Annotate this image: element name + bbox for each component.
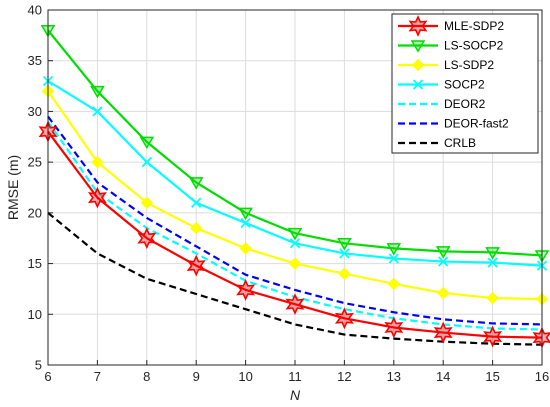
- legend-label: LS-SOCP2: [444, 39, 504, 53]
- x-tick-label: 14: [436, 369, 450, 384]
- x-tick-label: 13: [387, 369, 401, 384]
- legend-item: MLE-SDP2: [398, 15, 504, 37]
- x-tick-label: 7: [94, 369, 101, 384]
- legend-item: DEOR-fast2: [398, 117, 509, 131]
- data-point: [188, 177, 204, 190]
- legend-item: CRLB: [398, 136, 476, 150]
- y-tick-label: 10: [28, 307, 42, 322]
- series-line: [47, 212, 543, 346]
- series-socp2: [42, 75, 548, 271]
- data-point: [384, 316, 404, 339]
- y-tick-label: 5: [35, 358, 42, 373]
- series-layer: [38, 25, 550, 349]
- data-point: [285, 293, 305, 316]
- series-crlb: [47, 212, 543, 346]
- legend: MLE-SDP2 LS-SOCP2 LS-SDP2 SOCP2 DEOR2 DEOR-fa…: [391, 13, 539, 154]
- legend-label: LS-SDP2: [444, 58, 494, 72]
- data-point: [92, 106, 103, 117]
- x-tick-label: 10: [238, 369, 252, 384]
- series-line: [47, 29, 543, 257]
- y-tick-label: 20: [28, 205, 42, 220]
- x-tick-label: 16: [535, 369, 549, 384]
- data-point: [483, 325, 503, 348]
- data-point: [387, 277, 401, 291]
- data-point: [87, 186, 107, 209]
- data-point: [436, 286, 450, 300]
- data-point: [139, 136, 155, 150]
- data-point: [334, 307, 354, 330]
- y-tick-label: 35: [28, 53, 42, 68]
- y-tick-label: 15: [28, 256, 42, 271]
- data-point: [91, 155, 104, 169]
- x-axis-label: N: [290, 387, 301, 403]
- series-ls-sdp2: [41, 84, 549, 306]
- data-point: [487, 257, 498, 268]
- data-point: [238, 207, 253, 221]
- plot-frame: [47, 9, 543, 366]
- y-tick-label: 40: [28, 3, 42, 18]
- legend-label: CRLB: [444, 136, 476, 150]
- x-tick-label: 12: [337, 369, 351, 384]
- x-tick-label: 9: [193, 369, 200, 384]
- data-point: [485, 247, 500, 260]
- legend-item: LS-SOCP2: [398, 39, 504, 53]
- legend-marker: [411, 58, 425, 72]
- x-tick-label: 11: [288, 369, 302, 384]
- data-point: [236, 279, 256, 301]
- legend-item: SOCP2: [398, 78, 485, 92]
- legend-items: MLE-SDP2 LS-SOCP2 LS-SDP2 SOCP2 DEOR2 DEOR-fa…: [398, 15, 509, 150]
- legend-marker: [410, 40, 426, 53]
- legend-label: MLE-SDP2: [444, 19, 504, 33]
- x-tick-label: 15: [485, 369, 499, 384]
- data-point: [438, 256, 449, 267]
- series-ls-socp2: [40, 25, 550, 263]
- legend-label: SOCP2: [444, 78, 485, 92]
- data-point: [288, 257, 302, 270]
- legend-label: DEOR-fast2: [444, 117, 509, 131]
- data-point: [337, 238, 352, 251]
- legend-item: DEOR2: [398, 97, 486, 111]
- data-point: [338, 267, 351, 280]
- data-point: [339, 248, 350, 259]
- data-point: [137, 227, 157, 250]
- y-tick-label: 25: [28, 155, 42, 170]
- series-deor-fast2: [47, 115, 543, 326]
- data-point: [240, 217, 251, 229]
- data-point: [435, 246, 451, 259]
- data-point: [287, 227, 303, 241]
- series-line: [47, 131, 543, 339]
- data-point: [388, 253, 399, 264]
- data-point: [433, 321, 453, 344]
- data-point: [90, 85, 105, 99]
- data-point: [140, 196, 154, 209]
- data-point: [486, 291, 499, 305]
- data-point: [191, 197, 202, 208]
- legend-label: DEOR2: [444, 97, 486, 111]
- data-point: [189, 221, 203, 235]
- data-point: [239, 242, 252, 255]
- y-tick-label: 30: [28, 104, 42, 119]
- legend-item: LS-SDP2: [398, 58, 494, 72]
- data-point: [386, 243, 402, 256]
- y-axis-label: RMSE (m): [5, 155, 21, 220]
- x-tick-label: 6: [44, 369, 51, 384]
- series-line: [47, 115, 543, 326]
- legend-marker: [412, 79, 424, 90]
- data-point: [186, 254, 206, 277]
- legend-marker: [408, 15, 428, 37]
- data-point: [141, 157, 152, 168]
- x-tick-label: 8: [143, 369, 150, 384]
- data-point: [289, 238, 301, 249]
- axis-ticks: 6 7 8 9 10 11 12 13 14 15 16 5 10 15 20 25 30 35 40: [28, 3, 550, 385]
